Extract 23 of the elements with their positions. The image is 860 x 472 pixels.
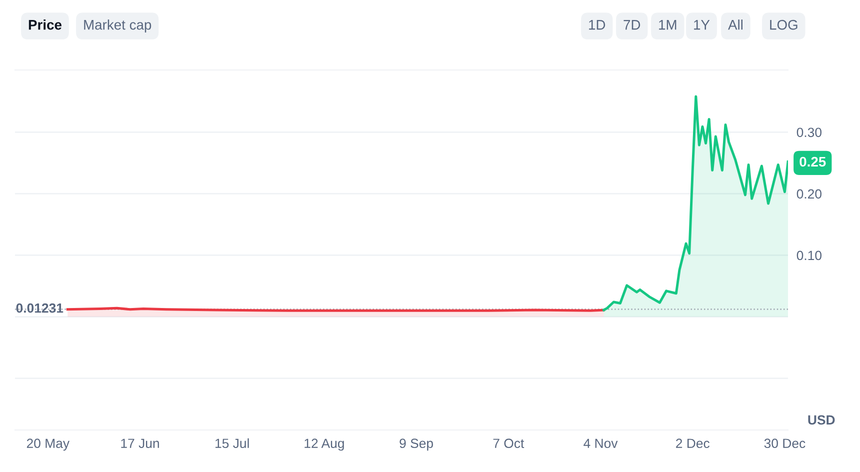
x-tick-label: 9 Sep	[400, 438, 433, 451]
text: All	[728, 20, 743, 30]
annotation: 0.25	[800, 156, 826, 167]
text: LOG	[770, 20, 798, 30]
x-tick-label: 15 Jul	[216, 438, 249, 448]
x-tick-label: 7 Oct	[493, 438, 524, 448]
y-tick-label: 0.10	[796, 250, 822, 260]
x-tick-label: 17 Jun	[121, 438, 159, 448]
text: Price	[28, 20, 62, 30]
x-tick-label: 2 Dec	[676, 438, 710, 448]
x-tick-label: 30 Dec	[764, 438, 806, 448]
text: 7D	[624, 20, 640, 30]
text: 1Y	[694, 20, 710, 30]
x-tick-label: 4 Nov	[584, 438, 618, 448]
x-tick-label: 12 Aug	[304, 438, 344, 451]
x-tick-label: 20 May	[26, 438, 70, 451]
y-tick-label: 0.30	[796, 128, 822, 138]
y-tick-label: 0.20	[796, 189, 822, 199]
text: Market cap	[84, 20, 152, 32]
y-axis-title: USD	[808, 415, 835, 425]
text: 1D	[589, 20, 606, 30]
ref-line-label: 0.01231	[16, 303, 64, 313]
text: 1M	[659, 20, 676, 30]
